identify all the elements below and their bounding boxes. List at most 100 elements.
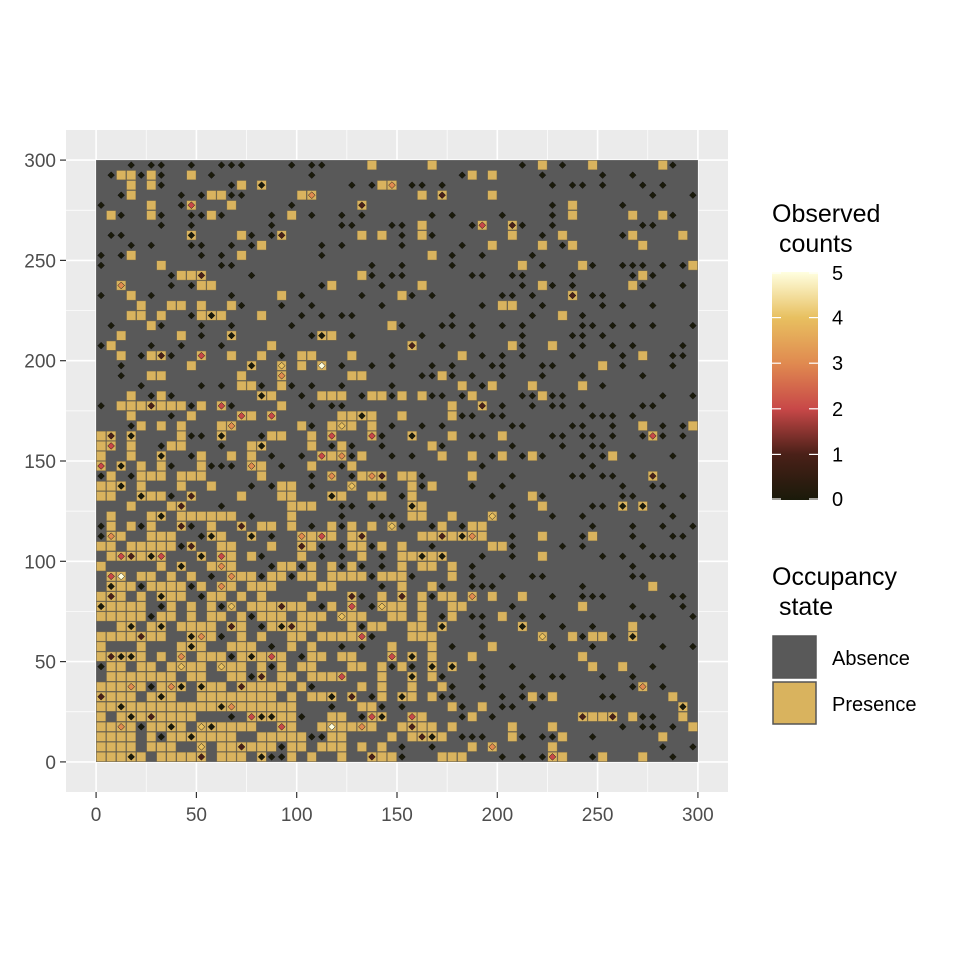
presence-cell [166, 732, 177, 742]
presence-cell [397, 611, 407, 622]
presence-cell [176, 511, 187, 521]
count-point [97, 261, 105, 270]
count-point [217, 382, 226, 390]
presence-cell [106, 661, 116, 672]
count-point [618, 301, 627, 310]
presence-cell [437, 732, 447, 742]
presence-cell [96, 641, 106, 652]
presence-cell [276, 290, 287, 301]
count-point [318, 241, 326, 250]
presence-cell [96, 651, 106, 662]
count-point [608, 321, 617, 330]
presence-cell [156, 471, 167, 481]
count-point [468, 371, 476, 380]
count-point [388, 422, 396, 430]
count-point [538, 753, 547, 761]
count-point [478, 271, 487, 280]
count-point [649, 482, 657, 490]
count-point [649, 321, 657, 330]
count-point [638, 261, 647, 270]
presence-cell [126, 290, 137, 301]
presence-cell [437, 521, 447, 532]
presence-cell [507, 340, 518, 351]
count-point [157, 452, 166, 460]
presence-cell [116, 742, 126, 752]
count-point [107, 442, 115, 450]
count-point [518, 692, 527, 701]
count-point [398, 692, 406, 701]
presence-cell [216, 742, 227, 752]
presence-cell [688, 721, 698, 732]
count-point [147, 682, 156, 691]
count-point [388, 351, 396, 360]
occupancy-cells [96, 160, 698, 762]
count-point [679, 281, 687, 290]
count-point [267, 231, 276, 240]
count-point [649, 221, 657, 230]
presence-cell [357, 471, 367, 481]
count-point [598, 552, 607, 561]
presence-cell [206, 681, 217, 692]
presence-cell [186, 701, 197, 712]
presence-cell [136, 701, 147, 712]
count-point [137, 171, 145, 179]
count-point [478, 622, 487, 631]
presence-cell [226, 561, 237, 572]
count-point [348, 602, 356, 611]
presence-cell [186, 621, 197, 632]
count-point [127, 622, 135, 631]
count-point [157, 181, 166, 189]
presence-cell [647, 581, 658, 592]
count-point [508, 422, 517, 430]
count-point [528, 572, 537, 581]
presence-cell [296, 350, 307, 361]
presence-cell [306, 671, 317, 682]
count-point [638, 402, 647, 410]
count-point [217, 402, 226, 410]
presence-cell [176, 330, 187, 341]
presence-cell [367, 621, 377, 632]
presence-cell [266, 742, 277, 752]
presence-cell [106, 631, 116, 642]
presence-cell [196, 280, 207, 291]
presence-cell [186, 511, 197, 521]
count-point [267, 713, 276, 721]
presence-cell [176, 711, 187, 722]
presence-cell [166, 691, 177, 702]
count-point [638, 572, 647, 581]
count-point [97, 662, 105, 671]
y-tick-label: 0 [45, 753, 56, 774]
count-point [528, 251, 537, 260]
count-point [328, 402, 336, 410]
count-point [398, 221, 406, 230]
presence-cell [407, 681, 417, 692]
presence-cell [357, 541, 367, 552]
presence-cell [427, 250, 437, 261]
presence-cell [427, 561, 437, 572]
presence-cell [256, 461, 267, 471]
count-point [408, 713, 416, 721]
presence-cell [447, 571, 457, 582]
count-point [157, 161, 166, 169]
count-point [187, 542, 196, 551]
count-point [598, 692, 607, 701]
count-point [338, 422, 346, 430]
presence-cell [226, 551, 237, 562]
presence-cell [186, 360, 197, 371]
presence-cell [316, 611, 327, 622]
presence-cell [116, 581, 126, 592]
count-point [197, 382, 206, 390]
count-point [638, 181, 647, 189]
count-point [468, 532, 476, 540]
presence-cell [397, 661, 407, 672]
y-tick-label: 250 [24, 251, 56, 272]
presence-cell [326, 390, 337, 401]
presence-cell [196, 641, 207, 652]
count-point [177, 522, 186, 530]
count-point [628, 682, 637, 691]
presence-cell [256, 651, 267, 662]
presence-cell [407, 551, 417, 562]
count-point [679, 351, 687, 360]
presence-cell [367, 160, 377, 170]
axes: 0 50 100 150 200 250 300 0 50 100 150 200 250 300 [24, 151, 713, 826]
